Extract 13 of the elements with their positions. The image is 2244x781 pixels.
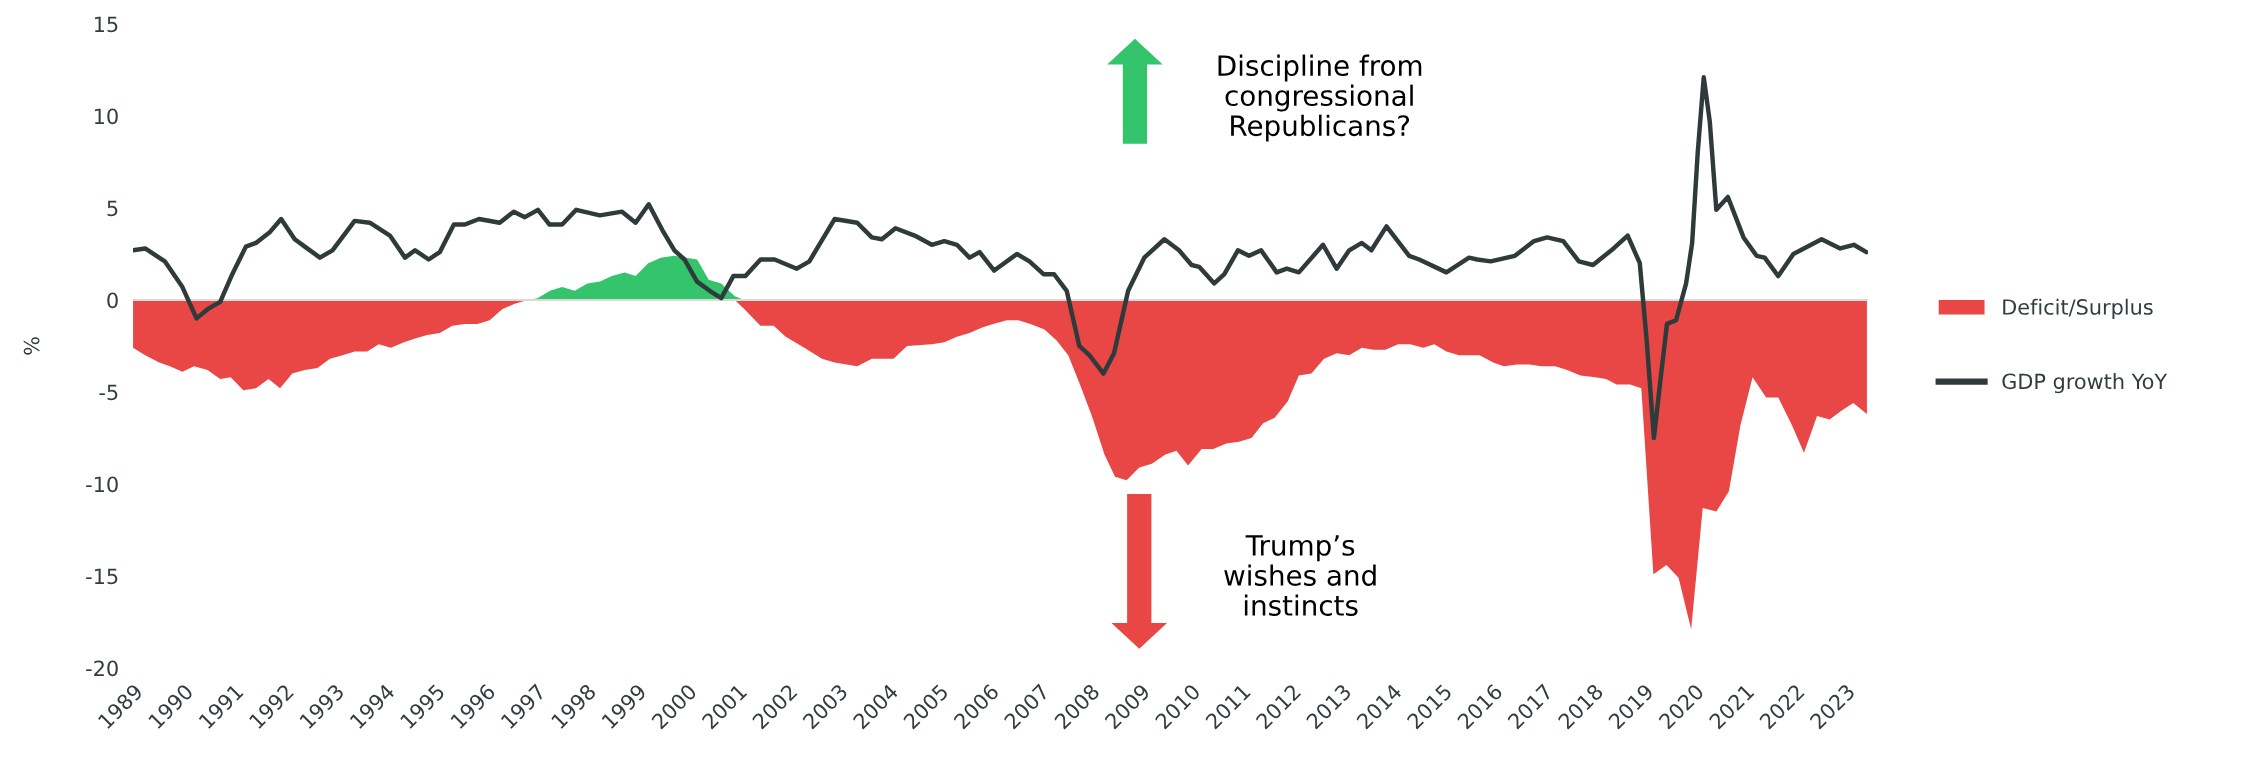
- legend-label: Deficit/Surplus: [2003, 298, 2153, 319]
- y-tick-label: 10: [94, 108, 118, 125]
- y-tick-label: -10: [86, 476, 118, 493]
- annotation: Discipline from congressional Republicans?: [1218, 54, 1422, 142]
- y-axis-title: %: [23, 337, 40, 355]
- y-tick-label: 15: [94, 16, 118, 33]
- y-tick-label: 0: [107, 292, 118, 309]
- y-tick-label: 5: [107, 200, 118, 217]
- y-tick-label: -15: [86, 568, 118, 585]
- y-tick-label: -20: [86, 660, 118, 677]
- annotation: Trump’s wishes and instincts: [1224, 535, 1376, 616]
- y-tick-label: -5: [99, 384, 118, 401]
- legend-label: GDP growth YoY: [2002, 373, 2168, 394]
